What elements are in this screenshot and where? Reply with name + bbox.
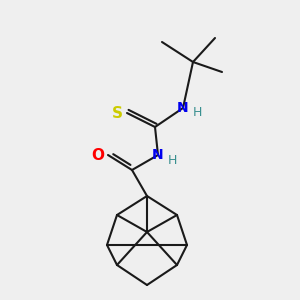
Text: N: N bbox=[177, 101, 189, 115]
Text: O: O bbox=[91, 148, 104, 163]
Text: S: S bbox=[112, 106, 123, 121]
Text: N: N bbox=[152, 148, 164, 162]
Text: H: H bbox=[192, 106, 202, 118]
Text: H: H bbox=[167, 154, 177, 166]
